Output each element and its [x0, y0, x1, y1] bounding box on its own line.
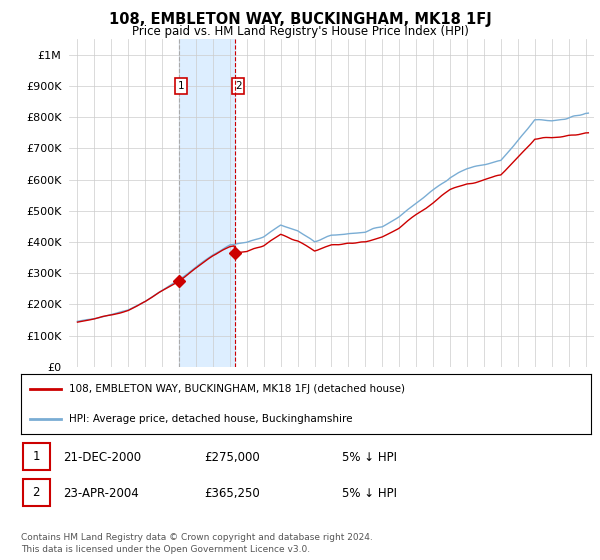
Text: HPI: Average price, detached house, Buckinghamshire: HPI: Average price, detached house, Buck…: [70, 414, 353, 424]
Text: Price paid vs. HM Land Registry's House Price Index (HPI): Price paid vs. HM Land Registry's House …: [131, 25, 469, 38]
Bar: [23, 479, 50, 506]
Text: £365,250: £365,250: [204, 487, 260, 500]
Text: 1: 1: [178, 81, 184, 91]
Text: 108, EMBLETON WAY, BUCKINGHAM, MK18 1FJ: 108, EMBLETON WAY, BUCKINGHAM, MK18 1FJ: [109, 12, 491, 27]
Bar: [23, 443, 50, 470]
Text: 2: 2: [32, 486, 40, 500]
Text: 108, EMBLETON WAY, BUCKINGHAM, MK18 1FJ (detached house): 108, EMBLETON WAY, BUCKINGHAM, MK18 1FJ …: [70, 384, 406, 394]
Text: Contains HM Land Registry data © Crown copyright and database right 2024.
This d: Contains HM Land Registry data © Crown c…: [21, 533, 373, 554]
Text: 21-DEC-2000: 21-DEC-2000: [63, 451, 141, 464]
Text: 2: 2: [235, 81, 242, 91]
Text: 1: 1: [32, 450, 40, 463]
Text: 5% ↓ HPI: 5% ↓ HPI: [342, 487, 397, 500]
Text: 5% ↓ HPI: 5% ↓ HPI: [342, 451, 397, 464]
Text: £275,000: £275,000: [204, 451, 260, 464]
Bar: [179, 39, 235, 367]
Text: 23-APR-2004: 23-APR-2004: [63, 487, 139, 500]
